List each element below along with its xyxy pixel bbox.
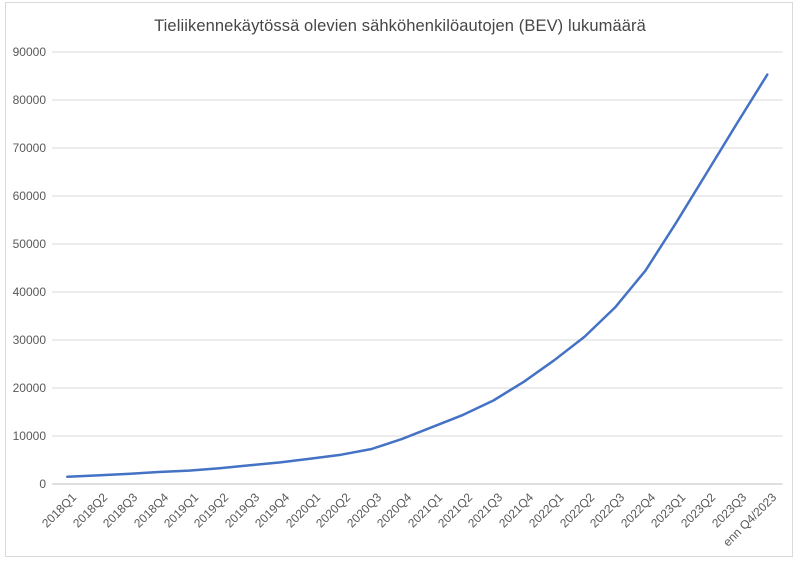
chart-title: Tieliikennekäytössä olevien sähköhenkilö…	[154, 17, 646, 35]
bev-series-line	[66, 73, 769, 479]
